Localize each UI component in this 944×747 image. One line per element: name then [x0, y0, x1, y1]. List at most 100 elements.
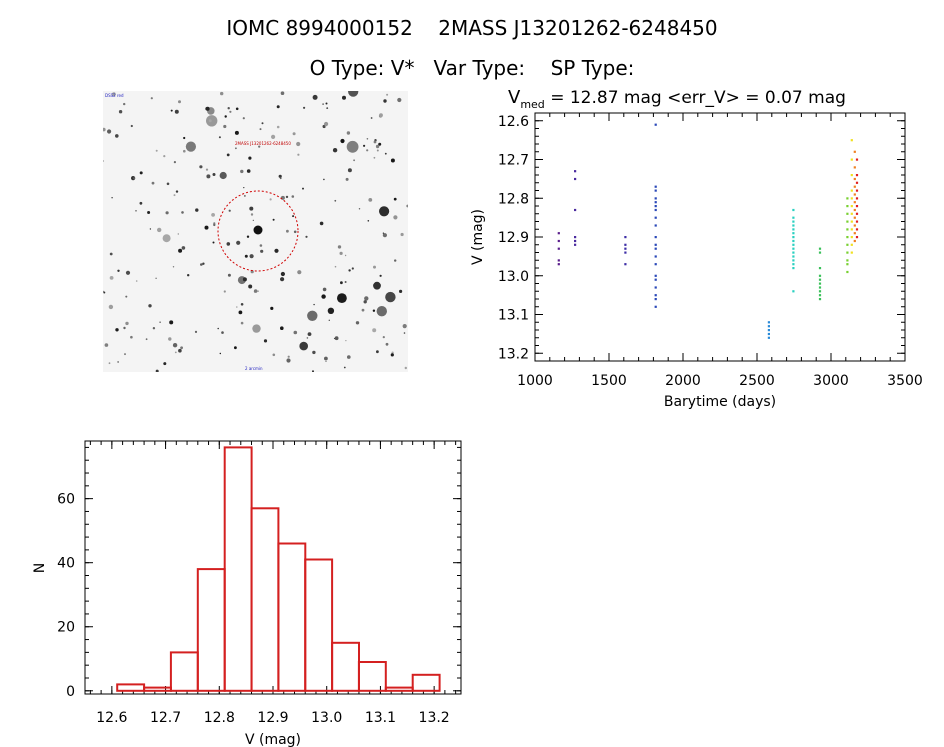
lightcurve-point [792, 243, 795, 246]
sky-star [130, 124, 133, 128]
lightcurve-point [654, 263, 657, 266]
histogram-bar [223, 446, 253, 692]
sky-star [236, 240, 241, 245]
sky-star [162, 234, 171, 243]
histogram-bar [384, 686, 414, 692]
sky-star [155, 369, 159, 372]
sky-star [384, 152, 387, 155]
lightcurve-ylabel: V (mag) [470, 209, 486, 265]
sky-star [366, 149, 369, 152]
histogram-xtick-label: 13.2 [419, 710, 450, 726]
sky-star [379, 206, 390, 217]
sky-star [259, 128, 262, 131]
lightcurve-ytick-label: 12.9 [498, 230, 529, 246]
lightcurve-ytick-label: 13.1 [498, 308, 529, 324]
sky-star [109, 276, 114, 280]
lightcurve-point [846, 220, 849, 223]
lightcurve-point [846, 197, 849, 200]
lightcurve-point [767, 336, 770, 339]
sky-star [342, 95, 346, 100]
lightcurve-point [818, 294, 822, 297]
sky-star [326, 107, 329, 109]
sky-star [181, 246, 186, 250]
sky-star [385, 342, 389, 346]
sky-star [400, 232, 404, 237]
lightcurve-point [846, 263, 849, 266]
sky-star [404, 366, 407, 370]
lightcurve-point [654, 197, 657, 200]
lightcurve-point [850, 205, 853, 208]
lightcurve-point [818, 274, 822, 277]
lightcurve-point [846, 236, 849, 239]
sky-star [125, 321, 129, 326]
sky-stars [103, 91, 408, 372]
sky-star [324, 356, 328, 361]
chart-title-line1: IOMC 8994000152 2MASS J13201262-6248450 [226, 16, 718, 40]
sky-star [276, 125, 280, 129]
lightcurve-point [850, 212, 853, 215]
sky-star [299, 341, 308, 351]
sky-star [178, 248, 183, 253]
sky-label-target: 2MASS J13201262-6248450 [235, 141, 291, 146]
sky-star [103, 291, 106, 294]
histogram-xtick-label: 13.0 [311, 710, 342, 726]
histogram-bar [331, 641, 361, 692]
lightcurve-point [853, 193, 856, 196]
sky-star [324, 121, 329, 127]
sky-star [376, 149, 379, 152]
sky-star [378, 142, 382, 146]
lightcurve-point [654, 236, 657, 239]
sky-star [325, 102, 328, 105]
target-star [253, 225, 263, 235]
sky-star [372, 309, 376, 312]
sky-star [297, 270, 302, 275]
lightcurve-point [792, 216, 795, 219]
lightcurve-point [850, 251, 853, 254]
sky-star [173, 161, 176, 164]
lightcurve-xtick-label: 3500 [887, 373, 923, 389]
sky-star [155, 149, 158, 152]
sky-star [212, 241, 215, 244]
lightcurve-ytick-label: 12.8 [498, 191, 529, 207]
sky-star [385, 291, 396, 303]
lightcurve-point [855, 236, 859, 239]
lightcurve-ticks: 1000 1500 2000 2500 3000 3500 12.6 12.7 12.8 12.9… [498, 113, 923, 389]
sky-star [261, 122, 264, 125]
lightcurve-point [855, 220, 859, 223]
sky-star [379, 274, 382, 277]
lightcurve-point [846, 243, 849, 246]
sky-star [355, 321, 360, 325]
lightcurve-point [853, 177, 856, 181]
sky-star [115, 328, 119, 332]
lightcurve-point [855, 197, 859, 200]
histogram-bar [250, 507, 280, 692]
lightcurve-point [624, 236, 627, 239]
sky-star [183, 149, 186, 153]
sky-star [368, 198, 373, 202]
lightcurve-xlabel: Barytime (days) [664, 394, 776, 410]
sky-star [252, 219, 254, 221]
lightcurve-point [654, 189, 657, 192]
sky-star [221, 331, 224, 334]
sky-star [269, 198, 272, 201]
sky-star [397, 97, 402, 103]
lightcurve-point [654, 255, 657, 258]
lightcurve-point [853, 150, 856, 153]
sky-star [166, 182, 170, 186]
sky-star [219, 352, 221, 355]
sky-star [178, 100, 181, 104]
lightcurve-point [557, 232, 560, 235]
lightcurve-frame [534, 112, 906, 362]
histogram-ylabel: N [32, 563, 48, 573]
sky-star [118, 110, 123, 114]
sky-star [307, 332, 312, 336]
histogram-bars [116, 446, 441, 692]
sky-star [212, 173, 216, 176]
sky-star [117, 361, 119, 363]
sky-star [107, 129, 112, 134]
sky-star [280, 277, 285, 282]
lightcurve-point [855, 158, 859, 161]
sky-star [364, 296, 369, 301]
sky-star [240, 303, 244, 306]
